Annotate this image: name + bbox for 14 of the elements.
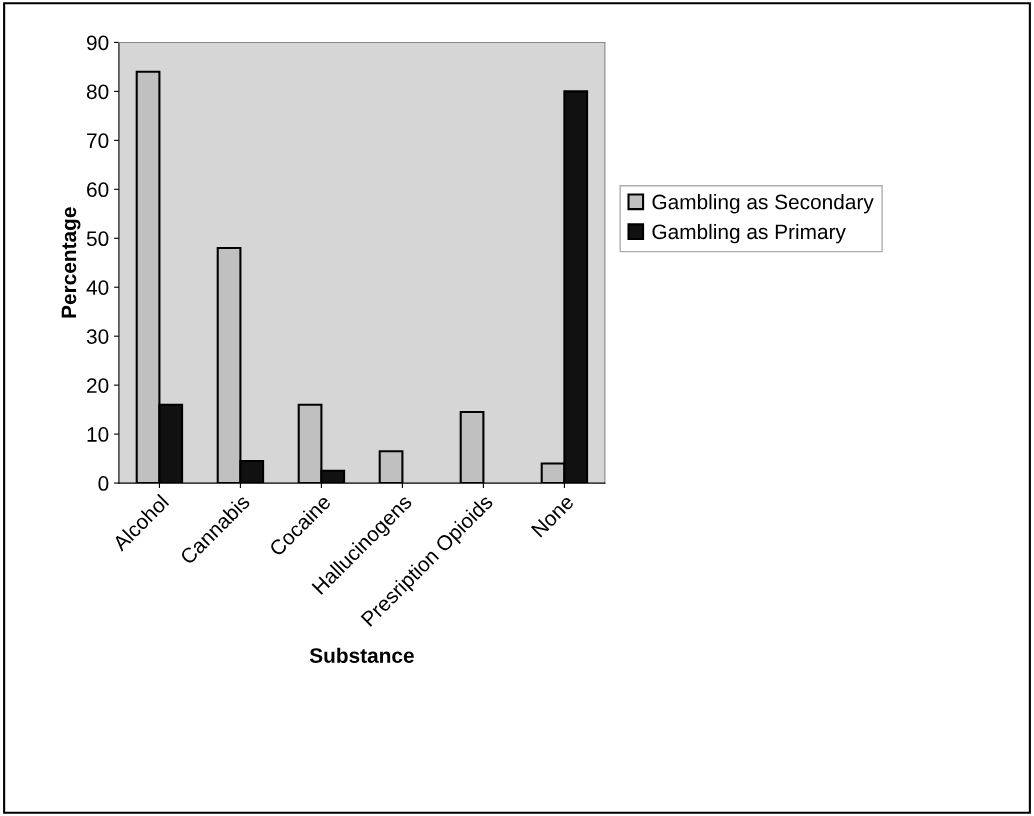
y-tick-label: 0 [98, 476, 109, 491]
y-tick-label: 50 [86, 231, 109, 247]
y-tick-label: 10 [87, 427, 109, 442]
legend-label: Gambling as Secondary [652, 194, 874, 214]
x-axis-title: Substance [309, 647, 414, 663]
y-tick-label: 90 [86, 35, 109, 51]
y-tick-label: 80 [86, 84, 109, 100]
y-tick-label: 20 [87, 378, 109, 393]
legend-label: Gambling as Primary [652, 223, 846, 244]
y-tick-label: 60 [87, 182, 109, 198]
y-tick-label: 40 [86, 280, 109, 295]
y-tick-label: 30 [86, 329, 109, 344]
y-axis-title: Percentage [61, 207, 81, 318]
y-tick-label: 70 [87, 133, 109, 149]
